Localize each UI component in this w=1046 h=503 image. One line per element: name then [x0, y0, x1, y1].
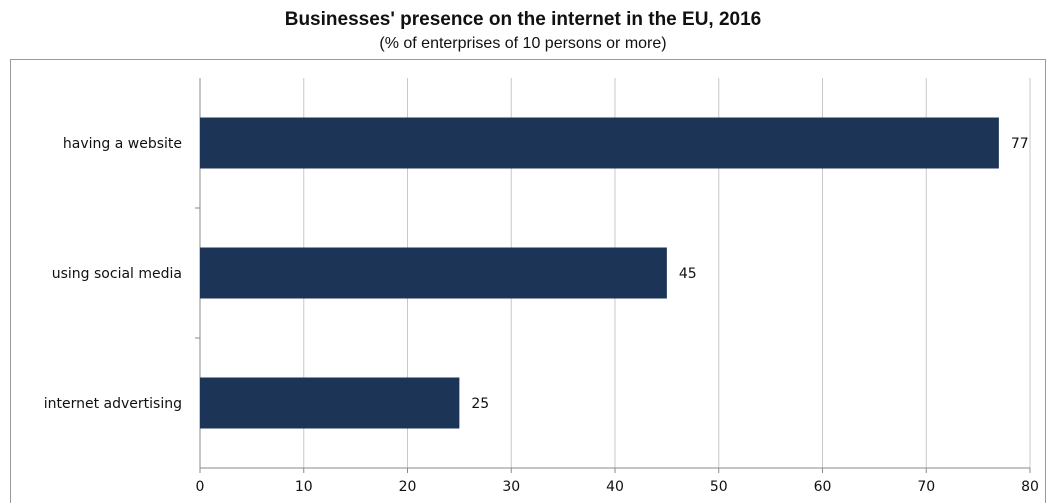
x-tick-label: 0	[196, 479, 205, 495]
bar	[200, 377, 460, 429]
x-tick-label: 50	[710, 479, 728, 495]
x-tick-label: 40	[606, 479, 624, 495]
category-label: having a website	[63, 136, 182, 152]
x-tick-label: 60	[814, 479, 832, 495]
x-tick-label: 80	[1021, 479, 1039, 495]
category-label: using social media	[52, 266, 182, 282]
value-label: 77	[1011, 136, 1029, 152]
bars	[200, 117, 999, 429]
value-label: 45	[679, 266, 697, 282]
value-label: 25	[471, 396, 489, 412]
bar	[200, 247, 667, 299]
x-tick-label: 10	[295, 479, 313, 495]
labels: 0 10 20 30 40 50 60 70 80 having a website 77 using…	[44, 136, 1039, 495]
chart-title: Businesses' presence on the internet in …	[284, 9, 762, 30]
x-tick-label: 20	[399, 479, 417, 495]
x-tick-label: 30	[502, 479, 520, 495]
chart-subtitle: (% of enterprises of 10 persons or more)	[379, 35, 667, 52]
category-label: internet advertising	[44, 396, 182, 412]
bar	[200, 117, 999, 169]
x-tick-label: 70	[917, 479, 935, 495]
